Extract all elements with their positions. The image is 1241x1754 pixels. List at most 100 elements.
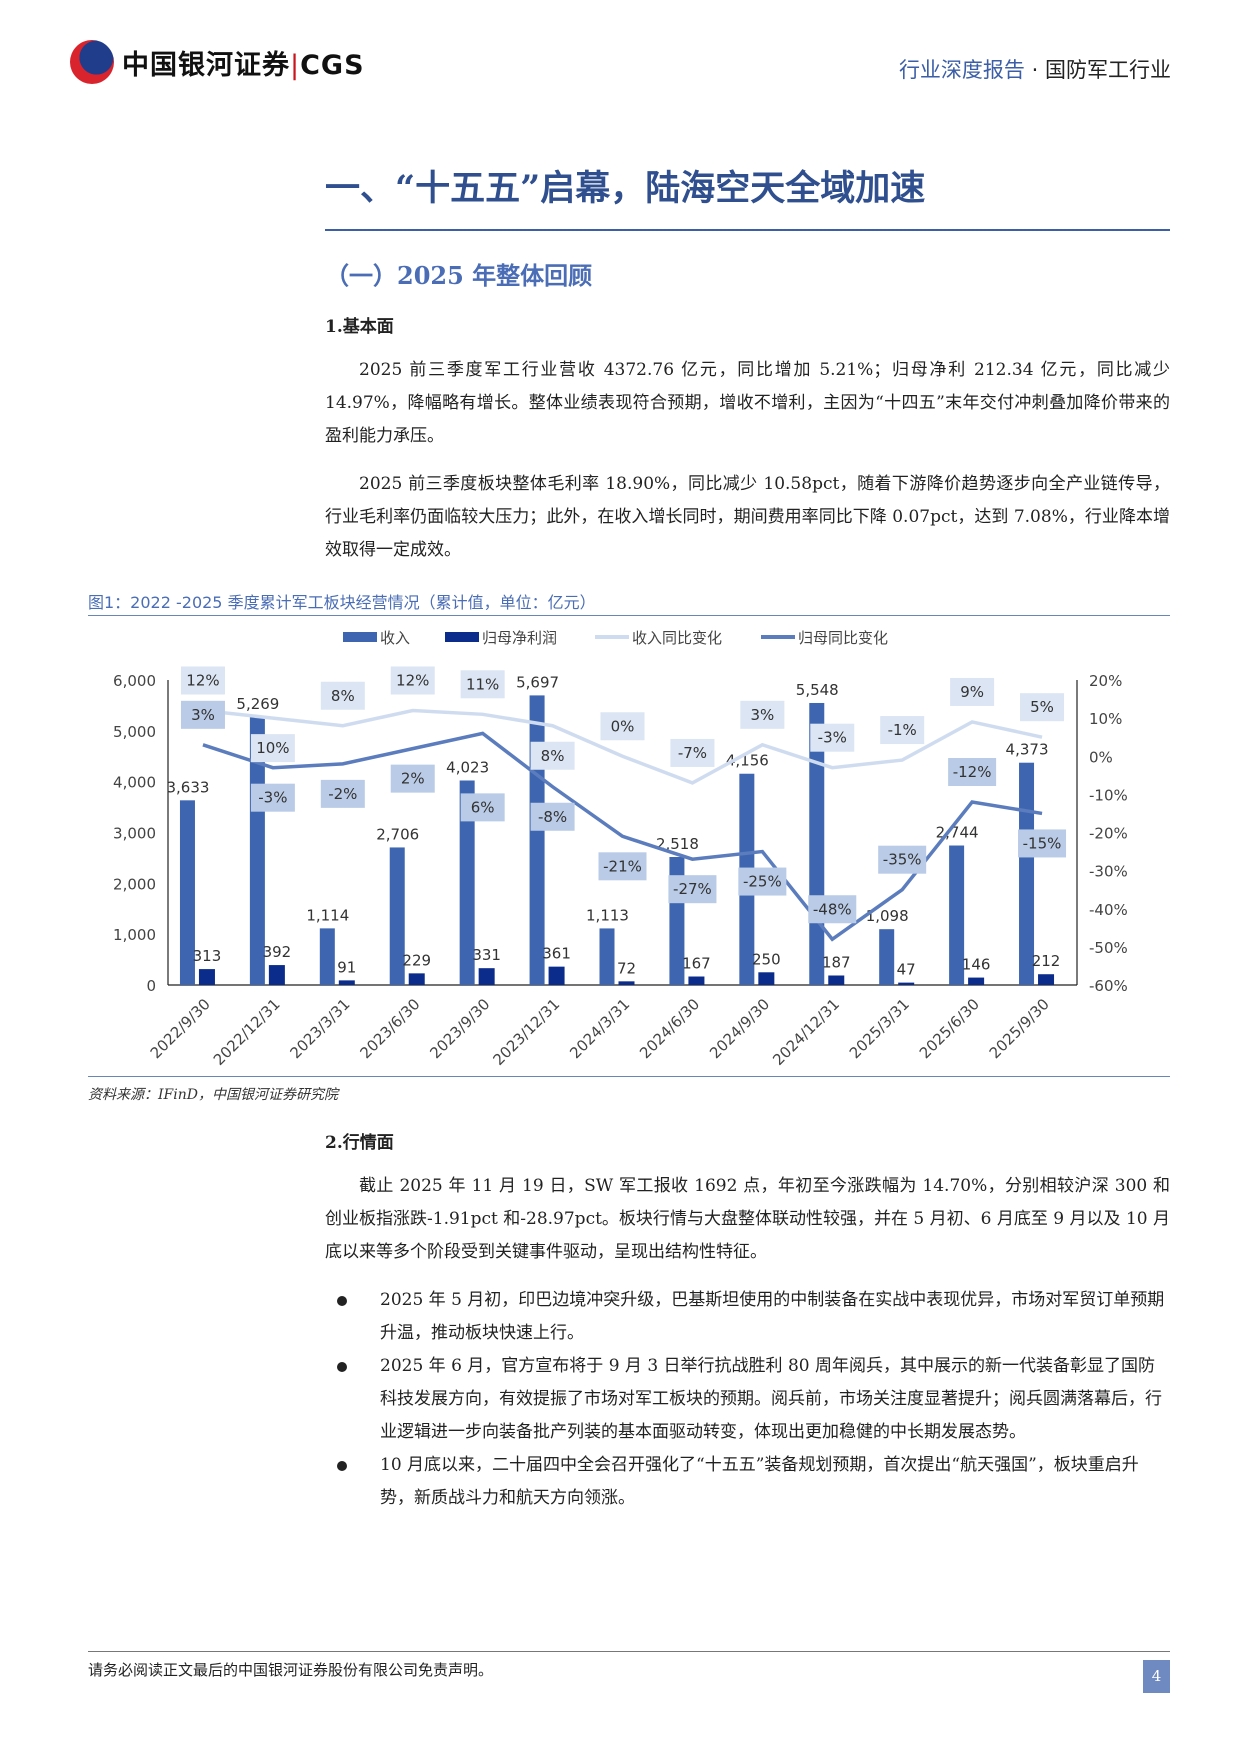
net-yoy-data-label: -8% bbox=[538, 808, 567, 826]
net-yoy-data-label: 6% bbox=[471, 798, 495, 816]
x-tick-label: 2023/9/30 bbox=[426, 995, 493, 1062]
company-logo: 中国银河证券|CGS bbox=[70, 40, 365, 84]
bullet-text: 2025 年 6 月，官方宣布将于 9 月 3 日举行抗战胜利 80 周年阅兵，… bbox=[380, 1356, 1162, 1442]
net-profit-data-label: 361 bbox=[542, 945, 571, 963]
revenue-data-label: 5,269 bbox=[236, 695, 279, 713]
subheading-market: 2.行情面 bbox=[325, 1133, 394, 1153]
revenue-yoy-line bbox=[202, 708, 1043, 785]
revenue-yoy-label-box bbox=[530, 741, 575, 770]
net-yoy-line bbox=[202, 731, 1043, 942]
revenue-yoy-label-box bbox=[1020, 693, 1065, 722]
footer-disclaimer: 请务必阅读正文最后的中国银河证券股份有限公司免责声明。 bbox=[88, 1661, 494, 1679]
revenue-yoy-data-label: 8% bbox=[331, 687, 355, 705]
net-yoy-data-label: -15% bbox=[1023, 834, 1062, 852]
net-profit-data-label: 146 bbox=[962, 956, 991, 974]
net-yoy-label-box bbox=[808, 895, 857, 924]
bullet-dot-icon bbox=[337, 1362, 347, 1372]
net-profit-bar bbox=[828, 975, 845, 985]
revenue-bar bbox=[529, 695, 545, 985]
net-profit-bar bbox=[688, 976, 705, 985]
net-yoy-data-label: -35% bbox=[883, 851, 922, 869]
revenue-yoy-data-label: 5% bbox=[1030, 698, 1054, 716]
net-profit-bar bbox=[618, 981, 635, 985]
right-tick-label: 20% bbox=[1089, 672, 1122, 690]
x-tick-label: 2022/12/31 bbox=[210, 995, 284, 1069]
right-tick-label: -20% bbox=[1089, 825, 1128, 843]
revenue-yoy-data-label: 8% bbox=[541, 747, 565, 765]
x-tick-label: 2023/3/31 bbox=[287, 995, 354, 1062]
net-yoy-label-box bbox=[598, 852, 647, 881]
net-profit-data-label: 187 bbox=[822, 953, 851, 971]
x-tick-label: 2025/9/30 bbox=[986, 995, 1053, 1062]
net-yoy-data-label: -3% bbox=[258, 789, 287, 807]
logo-mark-icon bbox=[70, 40, 114, 84]
net-profit-bar bbox=[968, 977, 985, 985]
net-yoy-label-box bbox=[668, 875, 717, 904]
net-yoy-label-box bbox=[320, 779, 365, 808]
revenue-yoy-label-box bbox=[880, 716, 925, 745]
revenue-bar bbox=[389, 847, 405, 985]
revenue-data-label: 1,113 bbox=[586, 906, 629, 924]
revenue-data-label: 4,156 bbox=[726, 752, 769, 770]
x-tick-label: 2023/6/30 bbox=[356, 995, 423, 1062]
footer-rule bbox=[88, 1651, 1170, 1652]
revenue-yoy-label-box bbox=[950, 677, 995, 706]
net-profit-data-label: 91 bbox=[337, 958, 356, 976]
legend-label: 归母同比变化 bbox=[798, 629, 888, 647]
x-tick-label: 2024/12/31 bbox=[769, 995, 843, 1069]
net-yoy-label-box bbox=[1018, 829, 1067, 858]
net-profit-data-label: 331 bbox=[472, 946, 501, 964]
legend-label: 收入同比变化 bbox=[632, 629, 722, 647]
bullet-text: 2025 年 5 月初，印巴边境冲突升级，巴基斯坦使用的中制装备在实战中表现优异… bbox=[380, 1290, 1165, 1343]
separator: · bbox=[1031, 58, 1039, 82]
revenue-data-label: 5,697 bbox=[516, 673, 559, 691]
figure-bottom-rule bbox=[88, 1076, 1170, 1077]
left-tick-label: 3,000 bbox=[113, 825, 156, 843]
report-type: 行业深度报告 bbox=[898, 58, 1025, 82]
figure-title: 图1：2022 -2025 季度累计军工板块经营情况（累计值，单位：亿元） bbox=[88, 593, 596, 612]
revenue-yoy-data-label: 0% bbox=[611, 717, 635, 735]
right-tick-label: 0% bbox=[1089, 748, 1113, 766]
revenue-yoy-label-box bbox=[320, 681, 365, 710]
revenue-yoy-label-box bbox=[740, 700, 785, 729]
net-profit-data-label: 167 bbox=[682, 955, 711, 973]
revenue-data-label: 4,023 bbox=[446, 758, 489, 776]
bullet-list: 2025 年 5 月初，印巴边境冲突升级，巴基斯坦使用的中制装备在实战中表现优异… bbox=[325, 1284, 1170, 1515]
revenue-data-label: 2,706 bbox=[376, 825, 419, 843]
page-number: 4 bbox=[1143, 1660, 1170, 1693]
revenue-yoy-data-label: 12% bbox=[186, 672, 219, 690]
net-profit-data-label: 212 bbox=[1032, 952, 1061, 970]
revenue-bar bbox=[879, 929, 895, 985]
revenue-data-label: 2,518 bbox=[656, 835, 699, 853]
legend-label: 归母净利润 bbox=[482, 629, 557, 647]
net-yoy-data-label: -12% bbox=[953, 763, 992, 781]
header-report-type: 行业深度报告 · 国防军工行业 bbox=[899, 54, 1171, 84]
net-yoy-label-box bbox=[948, 758, 997, 786]
paragraph-2: 2025 前三季度板块整体毛利率 18.90%，同比减少 10.58pct，随着… bbox=[325, 474, 1170, 560]
net-yoy-data-label: -25% bbox=[743, 873, 782, 891]
net-profit-bar bbox=[478, 968, 495, 985]
net-yoy-label-box bbox=[180, 700, 225, 729]
net-profit-data-label: 313 bbox=[193, 947, 222, 965]
net-profit-bar bbox=[548, 966, 565, 985]
revenue-yoy-data-label: 12% bbox=[396, 672, 429, 690]
bullet-dot-icon bbox=[337, 1296, 347, 1306]
subheading-fundamentals: 1.基本面 bbox=[325, 317, 394, 337]
revenue-bar bbox=[319, 928, 335, 985]
revenue-yoy-data-label: -7% bbox=[678, 744, 707, 762]
net-profit-bar bbox=[198, 969, 215, 985]
logo-text: 中国银河证券 bbox=[122, 49, 290, 81]
revenue-yoy-label-box bbox=[250, 734, 295, 763]
legend-swatch bbox=[343, 632, 377, 642]
section-title: 一、“十五五”启幕，陆海空天全域加速 bbox=[325, 168, 926, 209]
right-tick-label: 10% bbox=[1089, 710, 1122, 728]
left-tick-label: 2,000 bbox=[113, 875, 156, 893]
left-tick-label: 0 bbox=[146, 977, 156, 995]
net-yoy-data-label: -2% bbox=[328, 785, 357, 803]
x-tick-label: 2022/9/30 bbox=[147, 995, 214, 1062]
bullet-dot-icon bbox=[337, 1461, 347, 1471]
legend-swatch bbox=[445, 632, 479, 642]
revenue-yoy-label-box bbox=[810, 723, 855, 752]
x-tick-label: 2025/3/31 bbox=[846, 995, 913, 1062]
x-tick-label: 2024/9/30 bbox=[706, 995, 773, 1062]
